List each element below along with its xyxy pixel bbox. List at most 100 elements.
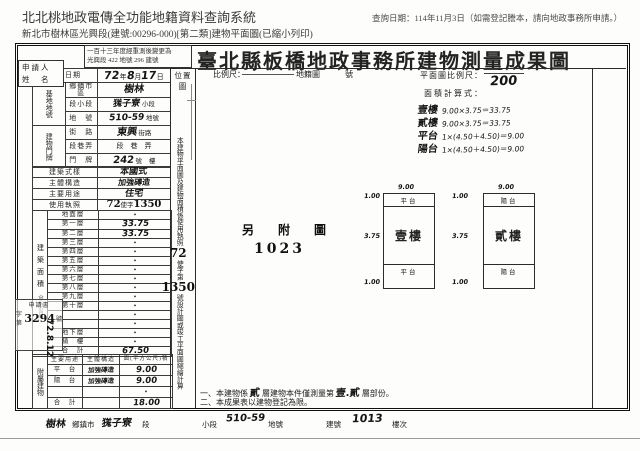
footer-parcel-value: 510-59 (225, 412, 266, 425)
receipt-no: 3294 (24, 311, 55, 325)
floor-label: 第一層 (47, 219, 99, 230)
license-label: 使用執照 (32, 199, 98, 211)
plan-scale-fraction-line (484, 73, 524, 74)
document-subtitle: 新北市樹林區光興段(建號:00296-000)[第二類]建物平面圖(已縮小列印) (22, 30, 313, 40)
usage-label: 主要用途 (32, 188, 98, 200)
footer-section-label: 段 (142, 420, 150, 429)
floor-value: • (98, 328, 172, 338)
door-suffix2: 樓 (148, 157, 156, 165)
lane-label: 段巷弄 (64, 139, 98, 154)
floor-value: • (98, 274, 172, 284)
receipt-no-prefix: 字第 (16, 312, 23, 327)
annex-use: 陽 台 (47, 375, 83, 387)
plan2-width-dim: 9.00 (497, 182, 515, 192)
township-value: 樹林 (123, 83, 145, 96)
strip-right-line (195, 68, 196, 408)
receipt-date: 72.8.12 (44, 318, 55, 358)
floor-value: • (98, 247, 172, 257)
receipt-stamp-title: 申請書 (28, 303, 50, 309)
receipt-stamp: 申請書 字第 3294 號 72.8.12 (15, 299, 63, 357)
calc-name: 陽台 (417, 143, 439, 156)
style-value: 本國式 (119, 166, 149, 177)
floor-value: • (98, 210, 172, 220)
query-date: 查詢日期：114年11月3日（如需登記謄本，請向地政事務所申請。） (372, 13, 623, 23)
section-value: 獇子寮 (112, 98, 141, 110)
strip-license-year: 72 (169, 245, 187, 260)
strip-text-1: 本建物平面圖及建物面積係使用執照 (175, 136, 183, 246)
annex-use: 平 台 (47, 364, 83, 376)
certification-strip: 本建物平面圖及建物面積係使用執照72使字第1350號設計圖或竣工平面圖縮繪計算 (162, 120, 195, 406)
annex-group-label: 附屬建物 (36, 367, 45, 396)
scan-crease-tick (187, 100, 196, 101)
strip-license-no: 1350 (161, 280, 195, 294)
annex-struct: 加強磚造 (87, 365, 115, 374)
applicant-box: 申請人 姓 名 (18, 60, 64, 87)
right-column-divider (592, 68, 593, 408)
calc-formula: 9.00×3.75＝33.75 (441, 105, 512, 116)
license-year: 72 (106, 199, 121, 210)
floor-plan-second: 陽台 貳樓 陽台 (483, 193, 535, 289)
floor-label: 第五層 (47, 256, 99, 266)
footer-building-value: 1013 (351, 411, 384, 426)
floor-label: 第二層 (47, 228, 99, 239)
parcel-value: 510-59 (108, 112, 145, 124)
annex-total-area: 18.00 (131, 397, 161, 408)
form-outer-frame (14, 42, 631, 412)
floor-label: 第三層 (47, 238, 99, 248)
parcel-label: 地 號 (64, 111, 98, 126)
annex-header-struct: 主體構造 (82, 354, 120, 365)
plan2-bottom-strip-label: 陽台 (500, 268, 518, 276)
form-section-building: 建築式樣 本國式 主體構造 加強磚造 主要用途 住宅 使用執照 72使字1350 (32, 166, 171, 211)
floor-value: • (98, 301, 172, 311)
form-section-annex: 附屬建物 主要用途 主體構造 面(平方公尺)積 平 台 加強磚造 9.00 陽 … (32, 354, 173, 409)
floor-label: 第七層 (47, 274, 99, 284)
month-unit: 月 (134, 73, 142, 81)
title-underline (168, 68, 626, 69)
calc-formula: 1×(4.50＋4.50)＝9.00 (441, 131, 525, 142)
survey-date-month: 8 (125, 68, 136, 83)
map-scale-label: 比例尺： (213, 70, 245, 79)
floor-value: 33.75 (120, 229, 150, 239)
plan1-body-label: 壹樓 (394, 229, 423, 243)
calc-formula: 9.00×3.75＝33.75 (441, 118, 512, 129)
license-number: 1350 (133, 199, 162, 210)
plan-scale-label: 平面圖比例尺： (420, 71, 483, 80)
plan1-top-strip-label: 平台 (400, 198, 418, 205)
map-scale-suffix: 地籍圖 (296, 70, 320, 79)
plan2-body-dim: 3.75 (451, 231, 469, 241)
map-scale-fraction-line (242, 74, 294, 75)
section-label: 段小段 (64, 97, 98, 112)
scan-crease-mark (191, 84, 192, 160)
plan-scale-numerator: 1 (497, 63, 501, 72)
location-map-label: 位置圖 (174, 71, 192, 91)
day-unit: 日 (156, 73, 164, 81)
annex-area: 9.00 (134, 364, 158, 375)
footer-town-label: 鄉鎮市 (72, 420, 95, 429)
plan2-top-strip-label: 陽台 (500, 198, 518, 205)
floor-plan-first: 平台 壹樓 平台 (383, 193, 435, 289)
floor-label: 第六層 (47, 265, 99, 275)
applicant-name-label: 姓 名 (22, 74, 51, 84)
township-label: 鄉鎮市區 (64, 82, 98, 98)
survey-date-year: 72 (103, 68, 121, 83)
plan2-bottom-strip-dim: 1.00 (451, 277, 469, 287)
area-group-label: 建築面積 (36, 244, 45, 293)
note-line-2: 二、本成果表以建物登記為限。 (200, 398, 312, 407)
door-value: 242 (112, 154, 135, 166)
plan1-bottom-strip-dim: 1.00 (363, 277, 381, 287)
annex-total-label: 合 計 (47, 397, 83, 409)
floor-value: • (98, 337, 172, 347)
note1-part-c: 層部份。 (361, 389, 394, 398)
floor-value: • (98, 238, 172, 248)
strip-text-3: 號設計圖或竣工平面圖縮繪計算 (175, 294, 183, 390)
year-unit: 年 (119, 73, 127, 81)
receipt-no-suffix: 號 (55, 316, 62, 323)
attached-figure-stamp: 另 附 圖 (242, 223, 333, 237)
structure-value: 加強磚造 (117, 177, 151, 188)
scan-footer-row: 樹林 鄉鎮市 獇子寮 段 小段 510-59 地號 建號 1013 樓次 (40, 411, 600, 435)
page-bottom-edge (0, 438, 640, 439)
strip-text-2: 使字第 (175, 259, 183, 280)
floor-value: • (98, 310, 172, 320)
